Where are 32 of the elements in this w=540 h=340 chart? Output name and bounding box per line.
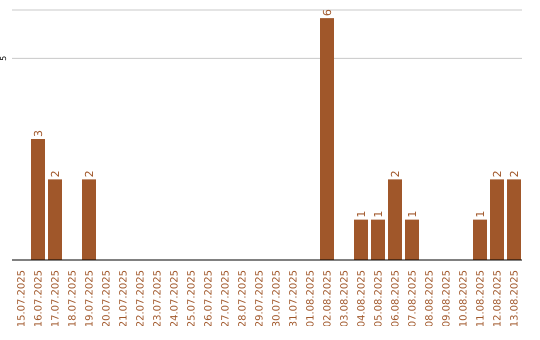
data-label: 2	[508, 170, 521, 178]
x-tick-label: 10.08.2025	[458, 270, 470, 328]
bar	[490, 179, 504, 260]
data-label: 6	[321, 9, 334, 16]
x-tick-label: 19.07.2025	[84, 270, 96, 328]
data-label: 2	[83, 170, 96, 178]
data-label: 2	[49, 170, 62, 178]
bar	[388, 179, 402, 260]
bar	[405, 220, 419, 260]
x-tick-label: 17.07.2025	[50, 270, 62, 328]
data-label: 1	[355, 210, 368, 218]
data-label: 2	[389, 170, 402, 178]
data-label: 2	[491, 170, 504, 178]
data-label: 1	[474, 210, 487, 218]
bar	[371, 220, 385, 260]
x-tick-label: 13.08.2025	[510, 270, 520, 328]
y-tick-label: 5	[0, 56, 8, 61]
data-label: 3	[32, 130, 45, 138]
data-label: 1	[372, 210, 385, 218]
bar	[31, 139, 45, 260]
bar	[354, 220, 368, 260]
x-tick-label: 16.07.2025	[34, 270, 44, 328]
bar	[320, 18, 334, 260]
x-tick-label: 11.08.2025	[476, 270, 486, 328]
bar	[507, 179, 521, 260]
x-tick-label: 18.07.2025	[68, 270, 78, 328]
bar	[82, 179, 96, 260]
bar	[473, 220, 487, 260]
x-tick-label: 15.07.2025	[16, 270, 28, 328]
data-label: 1	[406, 210, 419, 218]
x-tick-label: 12.08.2025	[492, 270, 504, 328]
bar	[48, 179, 62, 260]
